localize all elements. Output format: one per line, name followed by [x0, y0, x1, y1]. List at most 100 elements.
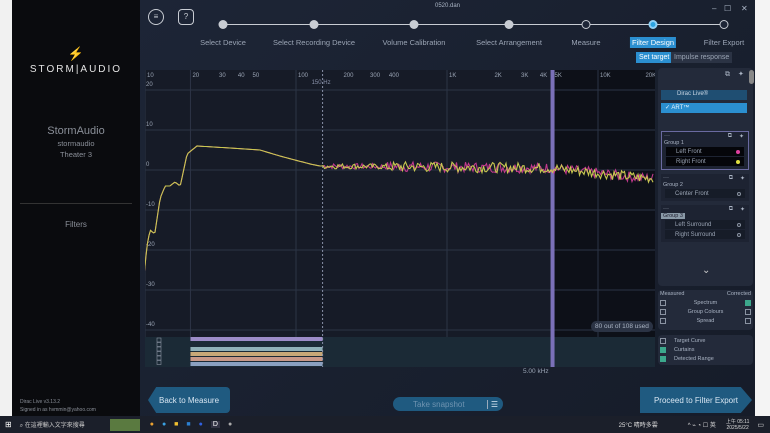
- channel-row[interactable]: Right Surround: [665, 230, 745, 239]
- overlay-checkbox[interactable]: [660, 347, 666, 353]
- target-dirac-live[interactable]: Dirac Live®: [661, 90, 747, 100]
- channel-group[interactable]: ··· ⧉ ✦ Group 2 Center Front: [661, 174, 749, 201]
- group-menu-icon[interactable]: ···: [663, 206, 669, 212]
- x-tick-label: 30: [219, 73, 226, 79]
- step-label[interactable]: Volume Calibration: [382, 38, 446, 47]
- device-room: Theater 3: [59, 150, 93, 159]
- overlay-option[interactable]: Detected Range: [660, 356, 714, 362]
- tab-impulse-response[interactable]: Impulse response: [671, 52, 733, 63]
- step-dot-5[interactable]: [648, 20, 658, 29]
- chevron-down-icon[interactable]: ⌄: [702, 265, 711, 276]
- add-icon[interactable]: ✦: [739, 207, 745, 213]
- copy-icon[interactable]: ⧉: [728, 206, 733, 212]
- display-option-label: Group Colours: [687, 309, 724, 315]
- step-label[interactable]: Filter Design: [629, 37, 677, 48]
- step-label[interactable]: Select Arrangement: [476, 38, 542, 47]
- corrected-checkbox[interactable]: [745, 309, 751, 315]
- step-dot-3[interactable]: [504, 20, 514, 29]
- step-dot-6[interactable]: [719, 20, 729, 29]
- channel-row[interactable]: Right Front: [666, 157, 744, 166]
- minimize-button[interactable]: –: [712, 4, 717, 13]
- app-icon-copilot[interactable]: ●: [149, 421, 154, 428]
- x-tick-label: 20: [192, 73, 199, 79]
- measured-checkbox[interactable]: [660, 300, 666, 306]
- x-tick-label: 50: [253, 73, 260, 79]
- x-tick-label: 1K: [449, 73, 456, 79]
- x-tick-label: 10: [147, 73, 154, 79]
- y-tick-label: -40: [146, 322, 155, 328]
- proceed-button[interactable]: Proceed to Filter Export: [640, 387, 752, 413]
- overlay-checkbox[interactable]: [660, 356, 666, 362]
- channel-group[interactable]: ··· ⧉ ✦ Group 3 Left Surround Right Surrou…: [661, 205, 749, 242]
- y-tick-label: 0: [146, 162, 150, 168]
- measured-checkbox[interactable]: [660, 318, 666, 324]
- step-label[interactable]: Filter Export: [703, 38, 745, 47]
- y-tick-label: -10: [146, 202, 155, 208]
- add-icon[interactable]: ✦: [739, 176, 745, 182]
- target-art[interactable]: ✓ ART™: [661, 103, 747, 113]
- overlay-label: Target Curve: [674, 338, 706, 344]
- clock[interactable]: 上午 05:11 2025/5/22: [726, 419, 750, 431]
- snapshot-list-icon[interactable]: ☰: [486, 399, 498, 409]
- device-name: StormAudio: [47, 125, 105, 137]
- filter-band: [190, 352, 323, 356]
- taskbar-search[interactable]: ⌕ 在這裡輸入文字來搜尋: [19, 422, 85, 429]
- sidebar: ⚡ STORM|AUDIO StormAudio stormaudio Thea…: [12, 0, 140, 416]
- step-label[interactable]: Select Recording Device: [272, 38, 356, 47]
- add-icon[interactable]: ✦: [738, 134, 744, 140]
- channel-row[interactable]: Center Front: [665, 189, 745, 198]
- corrected-checkbox[interactable]: [745, 318, 751, 324]
- channel-name: Center Front: [675, 190, 709, 197]
- back-to-measure-button[interactable]: Back to Measure: [148, 387, 230, 413]
- step-dot-1[interactable]: [309, 20, 319, 29]
- corrected-checkbox[interactable]: [744, 300, 751, 306]
- step-label[interactable]: Select Device: [200, 38, 246, 47]
- channel-group[interactable]: ··· ⧉ ✦ Group 1 Left Front Right Front: [661, 131, 749, 170]
- overlay-checkbox[interactable]: [660, 338, 666, 344]
- group-label: Group 3: [661, 213, 685, 219]
- step-dot-4[interactable]: [581, 20, 591, 29]
- copy-icon[interactable]: ⧉: [725, 71, 730, 78]
- app-icon-dirac[interactable]: D: [210, 421, 220, 428]
- app-icon-explorer[interactable]: ■: [174, 421, 179, 428]
- close-button[interactable]: ✕: [741, 4, 748, 13]
- windows-start-icon[interactable]: ⊞: [5, 420, 12, 429]
- sidebar-item-filters[interactable]: Filters: [65, 220, 87, 229]
- step-label[interactable]: Measure: [571, 38, 601, 47]
- menu-button[interactable]: ≡: [148, 9, 164, 25]
- band-checkbox: [156, 342, 162, 347]
- overlay-option[interactable]: Target Curve: [660, 338, 706, 344]
- app-icon-other[interactable]: ●: [227, 421, 233, 428]
- step-dot-0[interactable]: [218, 20, 228, 29]
- channel-color-dot: [736, 149, 740, 154]
- copy-icon[interactable]: ⧉: [727, 133, 732, 139]
- channel-row[interactable]: Left Surround: [665, 220, 745, 229]
- add-icon[interactable]: ✦: [738, 71, 744, 78]
- overlay-option[interactable]: Curtains: [660, 347, 694, 353]
- app-icon-outlook[interactable]: ■: [186, 421, 191, 428]
- copy-icon[interactable]: ⧉: [728, 175, 733, 181]
- target-art-label: ART™: [671, 105, 690, 111]
- take-snapshot-button[interactable]: Take snapshot ☰: [393, 397, 503, 411]
- panel-scrollbar[interactable]: [749, 70, 754, 84]
- filter-band: [190, 357, 323, 361]
- measured-checkbox[interactable]: [660, 309, 666, 315]
- group-menu-icon[interactable]: ···: [663, 175, 669, 181]
- step-dot-2[interactable]: [409, 20, 419, 29]
- notifications-icon[interactable]: ▭: [757, 421, 764, 429]
- overlay-label: Detected Range: [674, 356, 714, 362]
- channel-color-dot: [736, 159, 740, 164]
- corrected-header: Corrected: [726, 291, 751, 297]
- app-icon-edge[interactable]: ●: [161, 421, 167, 428]
- app-icon-word[interactable]: ●: [198, 421, 203, 428]
- filter-usage-badge: 80 out of 108 used: [591, 321, 653, 332]
- channel-row[interactable]: Left Front: [666, 147, 744, 156]
- frequency-response-chart[interactable]: 10 20 30 40 50 100 200 300 400 1K 2K 3K 4K 5K 10K 20K 20…: [145, 70, 655, 367]
- group-menu-icon[interactable]: ···: [664, 133, 670, 139]
- channel-name: Right Surround: [675, 231, 716, 238]
- tab-set-target[interactable]: Set target: [636, 52, 673, 63]
- maximize-button[interactable]: ☐: [724, 4, 732, 13]
- help-button[interactable]: ?: [178, 9, 194, 25]
- weather-widget[interactable]: 25°C 晴時多雲: [618, 423, 658, 429]
- system-tray-icons[interactable]: ^ ⌁ ◔ ☐ 英: [687, 423, 716, 429]
